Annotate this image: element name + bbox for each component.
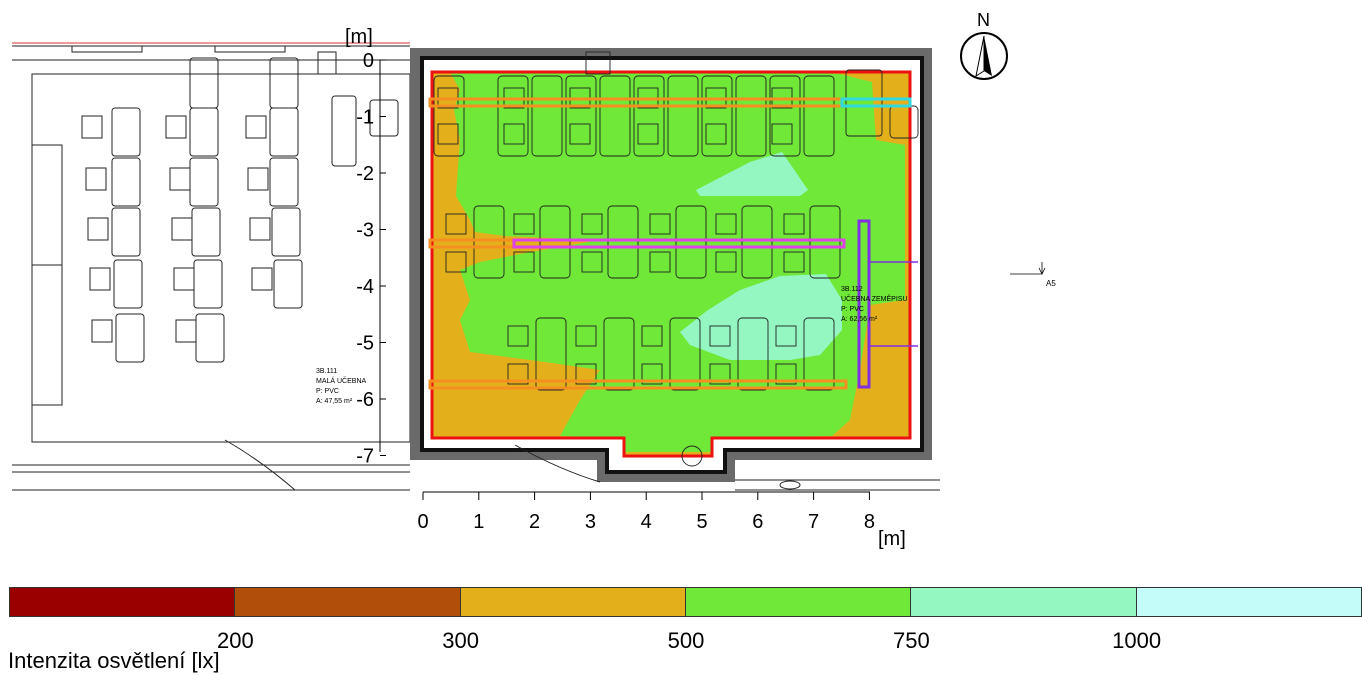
- x-tick-label: 5: [696, 511, 707, 533]
- right-room-label: 3B.112 UČEBNA ZEMĚPISU P: PVC A: 62,56 m…: [841, 286, 908, 323]
- section-marker: A5: [1010, 262, 1056, 288]
- legend-title: Intenzita osvětlení [lx]: [8, 648, 220, 673]
- y-tick-label: -7: [356, 446, 374, 468]
- y-axis: 0 -1 -2 -3 -4 -5 -6 -7 [m]: [345, 26, 386, 468]
- luminaire-row-3: [428, 379, 848, 390]
- y-tick-label: -4: [356, 276, 374, 298]
- luminaire-board: [857, 219, 918, 389]
- left-room-area: A: 47,55 m²: [316, 398, 353, 405]
- y-tick-label: -5: [356, 333, 374, 355]
- y-tick-label: -1: [356, 107, 374, 129]
- x-tick-label: 8: [864, 511, 875, 533]
- left-room-code: 3B.111: [316, 368, 337, 375]
- luminaire-row-1: [428, 97, 912, 108]
- legend-swatch: [234, 587, 461, 617]
- x-tick-label: 0: [417, 511, 428, 533]
- x-tick-label: 3: [585, 511, 596, 533]
- left-room-label: 3B.111 MALÁ UČEBNA P: PVC A: 47,55 m²: [316, 368, 367, 405]
- section-marker-label: A5: [1046, 279, 1056, 288]
- legend-threshold-label: 1000: [1112, 628, 1162, 653]
- legend-swatch: [459, 587, 686, 617]
- lighting-plan: 0 -1 -2 -3 -4 -5 -6 -7 [m] 0 1 2 3 4 5 6 7 8 [m] 3B.111…: [12, 10, 1056, 550]
- x-axis-unit: [m]: [878, 528, 906, 550]
- north-arrow-icon: N: [960, 10, 1008, 80]
- left-room-name: MALÁ UČEBNA: [316, 376, 367, 385]
- x-tick-label: 6: [752, 511, 763, 533]
- right-room-name: UČEBNA ZEMĚPISU: [841, 294, 908, 303]
- legend-swatch: [1135, 587, 1362, 617]
- legend-threshold-label: 300: [442, 628, 480, 653]
- x-tick-label: 1: [473, 511, 484, 533]
- y-tick-label: -3: [356, 220, 374, 242]
- y-axis-unit: [m]: [345, 26, 373, 48]
- legend-threshold-label: 500: [667, 628, 705, 653]
- left-room-plan: [12, 42, 461, 491]
- right-room-floor: P: PVC: [841, 306, 864, 313]
- x-tick-label: 2: [529, 511, 540, 533]
- x-axis: 0 1 2 3 4 5 6 7 8 [m]: [417, 491, 906, 550]
- illuminance-legend: [9, 587, 1362, 617]
- legend-threshold-label: 200: [216, 628, 254, 653]
- right-room-area: A: 62,56 m²: [841, 316, 878, 323]
- y-tick-label: -2: [356, 163, 374, 185]
- right-room-code: 3B.112: [841, 286, 863, 293]
- luminaire-row-2: [428, 238, 846, 249]
- x-tick-label: 7: [808, 511, 819, 533]
- legend-swatch: [684, 587, 912, 617]
- legend-swatch: [910, 587, 1137, 617]
- north-label: N: [977, 10, 990, 30]
- lower-plan-lines: [12, 444, 940, 491]
- x-tick-label: 4: [641, 511, 652, 533]
- legend-swatch: [9, 587, 236, 617]
- y-tick-label: -6: [356, 389, 374, 411]
- left-room-floor: P: PVC: [316, 388, 339, 395]
- legend-threshold-label: 750: [892, 628, 930, 653]
- y-tick-label: 0: [363, 50, 374, 72]
- illuminance-map: [410, 48, 940, 482]
